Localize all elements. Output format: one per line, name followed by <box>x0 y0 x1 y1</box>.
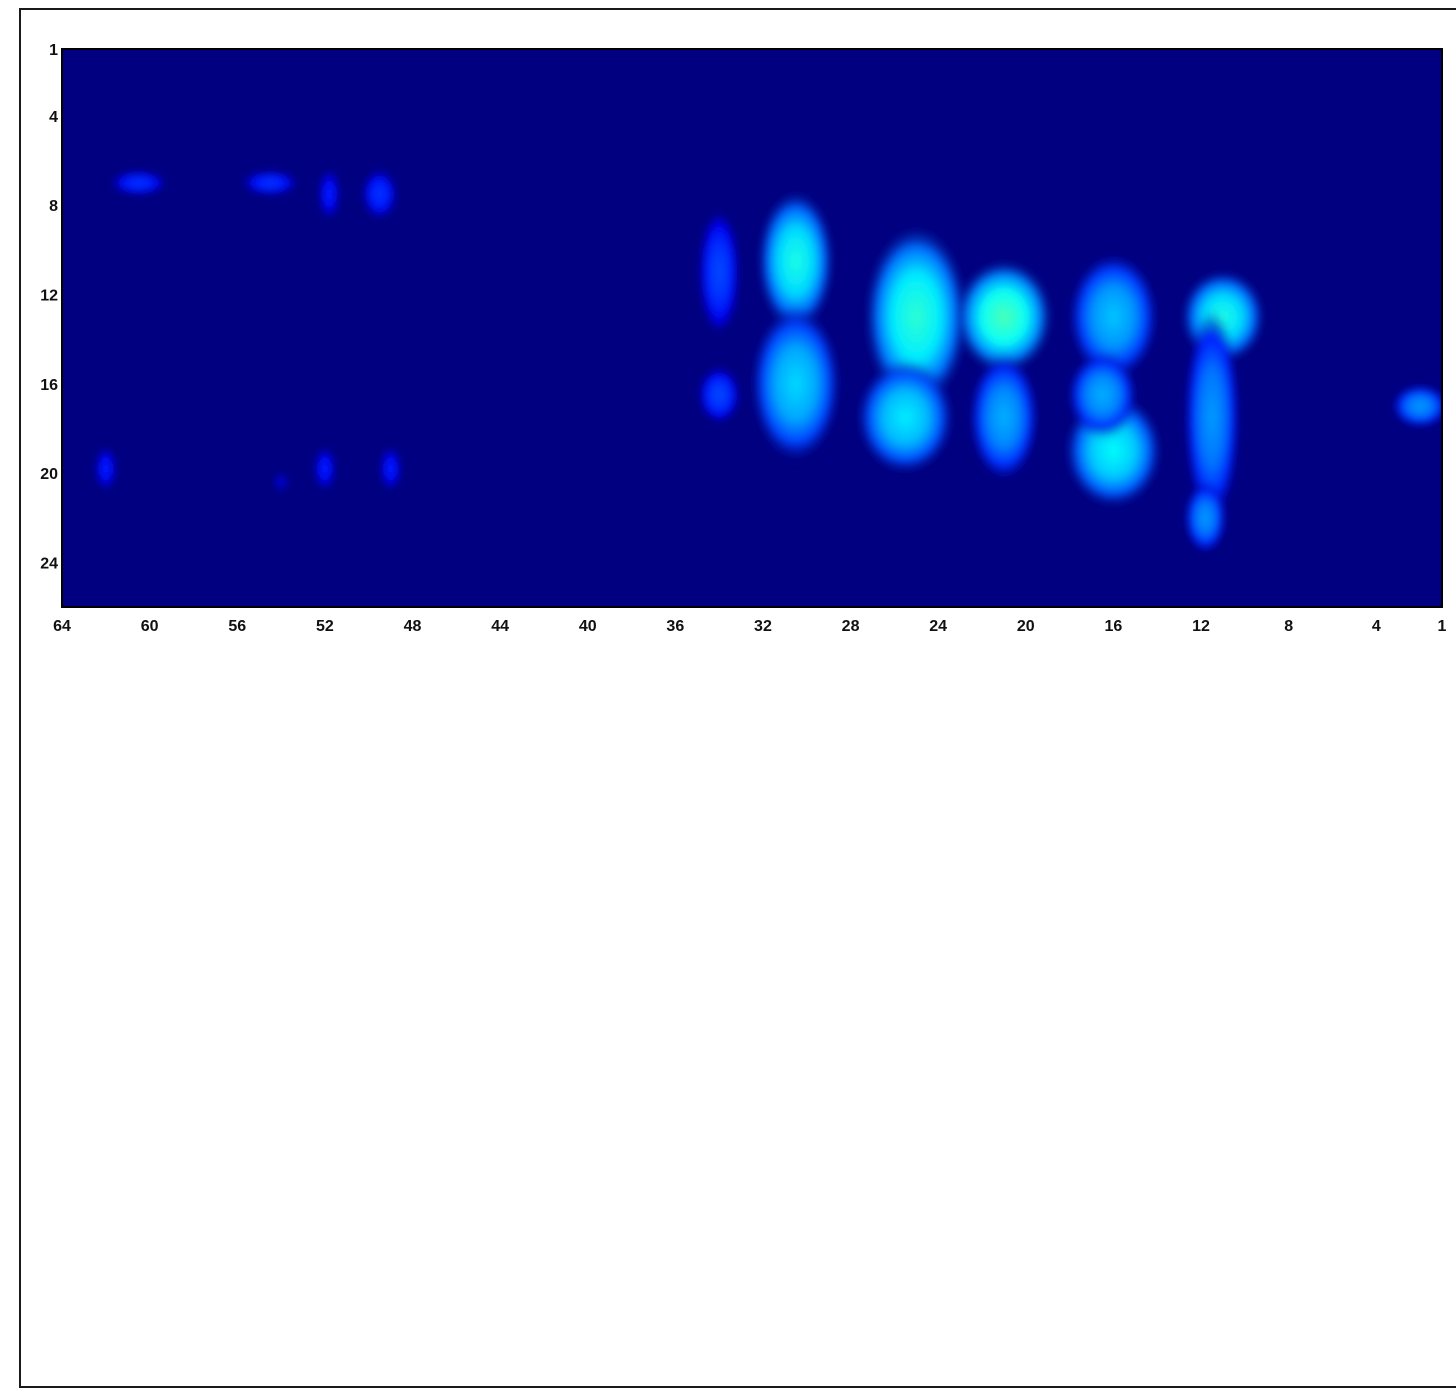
heatmap-hotspot <box>750 305 842 463</box>
heatmap-hotspot <box>1392 384 1442 428</box>
x-tick-label: 32 <box>754 618 772 635</box>
x-tick-label: 20 <box>1017 618 1035 635</box>
heatmap-hotspot <box>274 473 289 491</box>
heatmap-hotspot <box>95 447 117 491</box>
x-tick-label: 60 <box>141 618 159 635</box>
x-tick-label: 24 <box>929 618 947 635</box>
heatmap-hotspot <box>1067 352 1138 438</box>
x-tick-label: 4 <box>1372 618 1381 635</box>
x-tick-label: 64 <box>53 618 71 635</box>
heatmap-hotspot <box>242 170 299 196</box>
x-tick-label: 28 <box>842 618 860 635</box>
heatmap-hotspot <box>954 259 1053 374</box>
x-tick-label: 8 <box>1284 618 1293 635</box>
y-tick-label: 1 <box>49 42 58 59</box>
x-tick-label: 52 <box>316 618 334 635</box>
heatmap-hotspot <box>698 366 741 424</box>
y-tick-label: 16 <box>40 377 58 394</box>
heatmap-chart: 64 60 56 52 48 44 40 36 32 28 24 20 16 12 8 4 1 14812162… <box>40 42 1446 635</box>
heatmap-hotspot <box>1183 310 1241 525</box>
y-tick-label: 4 <box>49 109 58 126</box>
heatmap-hotspot <box>1184 482 1227 554</box>
x-tick-label: 16 <box>1105 618 1123 635</box>
y-axis-ticks: 1 4 8 12 16 20 24 <box>40 42 58 572</box>
x-tick-label: 1 <box>1438 618 1447 635</box>
axes <box>61 48 1443 608</box>
figure-frame: 64 60 56 52 48 44 40 36 32 28 24 20 16 12 8 4 1 1 4 8 12 16 2… <box>19 8 1456 1388</box>
axes-box <box>61 48 1443 608</box>
heatmap-hotspot <box>110 170 167 196</box>
heatmap-hotspot <box>380 447 402 491</box>
y-tick-label: 20 <box>40 466 58 483</box>
heatmap-hotspot <box>1067 252 1159 382</box>
heatmap-cells <box>95 169 1442 554</box>
x-axis-ticks: 64 60 56 52 48 44 40 36 32 28 24 20 16 12 8 4 1 <box>53 618 1446 635</box>
x-tick-label: 44 <box>491 618 509 635</box>
heatmap-hotspot <box>968 352 1039 482</box>
y-tick-label: 24 <box>40 555 58 572</box>
x-tick-label: 56 <box>228 618 246 635</box>
heatmap-hotspot <box>314 447 336 491</box>
heatmap-hotspot <box>698 207 741 337</box>
heatmap-hotspot <box>318 169 340 220</box>
heatmap-hotspot <box>757 189 835 333</box>
heatmap-hotspot <box>362 169 398 220</box>
y-tick-label: 12 <box>40 288 58 305</box>
x-tick-label: 48 <box>404 618 422 635</box>
y-tick-label: 8 <box>49 198 58 215</box>
x-tick-label: 12 <box>1192 618 1210 635</box>
heatmap-hotspot <box>856 360 955 475</box>
x-tick-label: 36 <box>666 618 684 635</box>
x-tick-label: 40 <box>579 618 597 635</box>
